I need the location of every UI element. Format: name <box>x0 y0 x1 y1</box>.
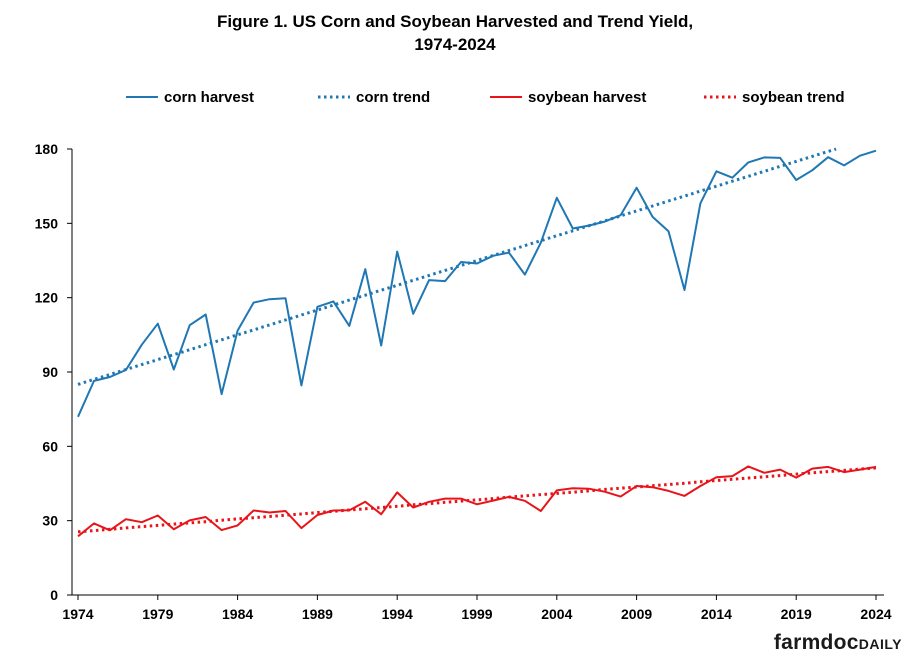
y-tick-label: 90 <box>42 364 58 380</box>
series-line-corn-harvest <box>77 149 877 418</box>
chart-title-line2: 1974-2024 <box>414 35 496 54</box>
series-layer <box>77 147 877 538</box>
x-tick-label: 1984 <box>222 606 253 622</box>
legend-label-corn-trend: corn trend <box>356 89 430 106</box>
x-tick-label: 1979 <box>142 606 173 622</box>
x-tick-label: 1994 <box>382 606 413 622</box>
x-tick-label: 1999 <box>461 606 492 622</box>
legend-label-corn-harvest: corn harvest <box>164 89 254 106</box>
x-ticks: 1974 1979 1984 1989 1994 1999 2004 2009 2014 2019… <box>62 595 892 622</box>
x-tick-label: 2014 <box>701 606 732 622</box>
legend: corn harvest corn trend soybean harvest soy… <box>126 89 845 106</box>
x-tick-label: 2024 <box>860 606 891 622</box>
y-tick-label: 60 <box>42 438 58 454</box>
legend-label-soybean-trend: soybean trend <box>742 89 845 106</box>
chart-title-line1: Figure 1. US Corn and Soybean Harvested … <box>217 12 693 31</box>
y-tick-label: 180 <box>35 141 59 157</box>
legend-label-soybean-harvest: soybean harvest <box>528 89 646 106</box>
brand-suffix: DAILY <box>858 636 902 652</box>
series-line-soybean-harvest <box>77 465 877 538</box>
x-tick-label: 2004 <box>541 606 572 622</box>
x-tick-label: 1989 <box>302 606 333 622</box>
series-line-soybean-trend <box>77 466 877 534</box>
y-tick-label: 0 <box>50 587 58 603</box>
y-tick-label: 120 <box>35 290 59 306</box>
x-tick-label: 2019 <box>781 606 812 622</box>
y-ticks: 0 30 60 90 120 150 180 <box>35 141 72 603</box>
brand-name: farmdoc <box>773 631 859 654</box>
axes <box>71 149 884 596</box>
brand-logo: farmdocDAILY <box>774 631 902 655</box>
series-line-corn-trend <box>77 147 837 386</box>
y-tick-label: 150 <box>35 215 59 231</box>
x-tick-label: 1974 <box>62 606 93 622</box>
x-tick-label: 2009 <box>621 606 652 622</box>
y-tick-label: 30 <box>42 513 58 529</box>
